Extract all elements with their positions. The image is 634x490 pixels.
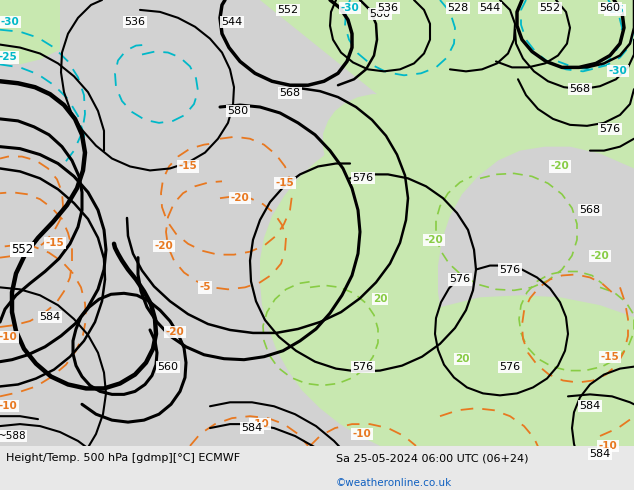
Text: 536: 536 (377, 3, 399, 13)
Text: 584: 584 (242, 423, 262, 433)
Text: 576: 576 (353, 362, 373, 371)
Text: ©weatheronline.co.uk: ©weatheronline.co.uk (336, 478, 452, 488)
Text: 552: 552 (11, 243, 33, 256)
Text: 576: 576 (450, 274, 470, 284)
Text: -30: -30 (340, 3, 359, 13)
Text: -20: -20 (165, 327, 184, 337)
Text: 576: 576 (500, 265, 521, 274)
Text: 560: 560 (157, 362, 179, 371)
Text: -30: -30 (1, 17, 20, 27)
Text: 576: 576 (599, 124, 621, 134)
Text: 552: 552 (278, 5, 299, 15)
Text: 20: 20 (373, 294, 387, 304)
Text: Height/Temp. 500 hPa [gdmp][°C] ECMWF: Height/Temp. 500 hPa [gdmp][°C] ECMWF (6, 453, 240, 463)
Text: 568: 568 (579, 205, 600, 215)
Text: 576: 576 (500, 362, 521, 371)
Text: 568: 568 (280, 88, 301, 98)
Text: -20: -20 (591, 251, 609, 261)
Text: -15: -15 (179, 162, 197, 172)
Text: -20: -20 (550, 162, 569, 172)
Text: Sa 25-05-2024 06:00 UTC (06+24): Sa 25-05-2024 06:00 UTC (06+24) (336, 453, 529, 463)
Polygon shape (260, 0, 634, 446)
Text: -10: -10 (250, 419, 269, 429)
Polygon shape (262, 253, 358, 322)
Text: -15: -15 (276, 178, 294, 188)
Text: -20: -20 (425, 235, 443, 245)
Text: -25: -25 (605, 5, 624, 15)
Text: -25: -25 (0, 52, 17, 62)
Text: 560: 560 (600, 3, 621, 13)
Polygon shape (0, 0, 60, 64)
Text: -10: -10 (0, 401, 17, 411)
Text: -20: -20 (231, 193, 249, 203)
Text: -10: -10 (598, 441, 618, 451)
Text: -10: -10 (353, 429, 372, 439)
Text: 560: 560 (370, 9, 391, 19)
Text: 544: 544 (221, 17, 243, 27)
Text: 584: 584 (590, 449, 611, 459)
Text: -5: -5 (199, 282, 210, 293)
Text: 552: 552 (540, 3, 560, 13)
Text: 552: 552 (11, 243, 33, 256)
Text: ~588: ~588 (0, 431, 27, 441)
Text: -20: -20 (155, 241, 173, 251)
Polygon shape (0, 0, 634, 446)
Text: 584: 584 (579, 401, 600, 411)
Polygon shape (438, 295, 634, 446)
Text: -30: -30 (609, 66, 628, 76)
Text: 536: 536 (124, 17, 145, 27)
Text: -10: -10 (0, 332, 17, 342)
Text: 544: 544 (479, 3, 501, 13)
Text: 20: 20 (455, 354, 469, 364)
Text: -15: -15 (600, 352, 619, 362)
Text: 528: 528 (448, 3, 469, 13)
Text: -15: -15 (46, 238, 65, 248)
Text: 576: 576 (353, 173, 373, 183)
Text: 584: 584 (39, 312, 61, 322)
Text: 568: 568 (569, 84, 590, 94)
Text: 580: 580 (228, 106, 249, 116)
